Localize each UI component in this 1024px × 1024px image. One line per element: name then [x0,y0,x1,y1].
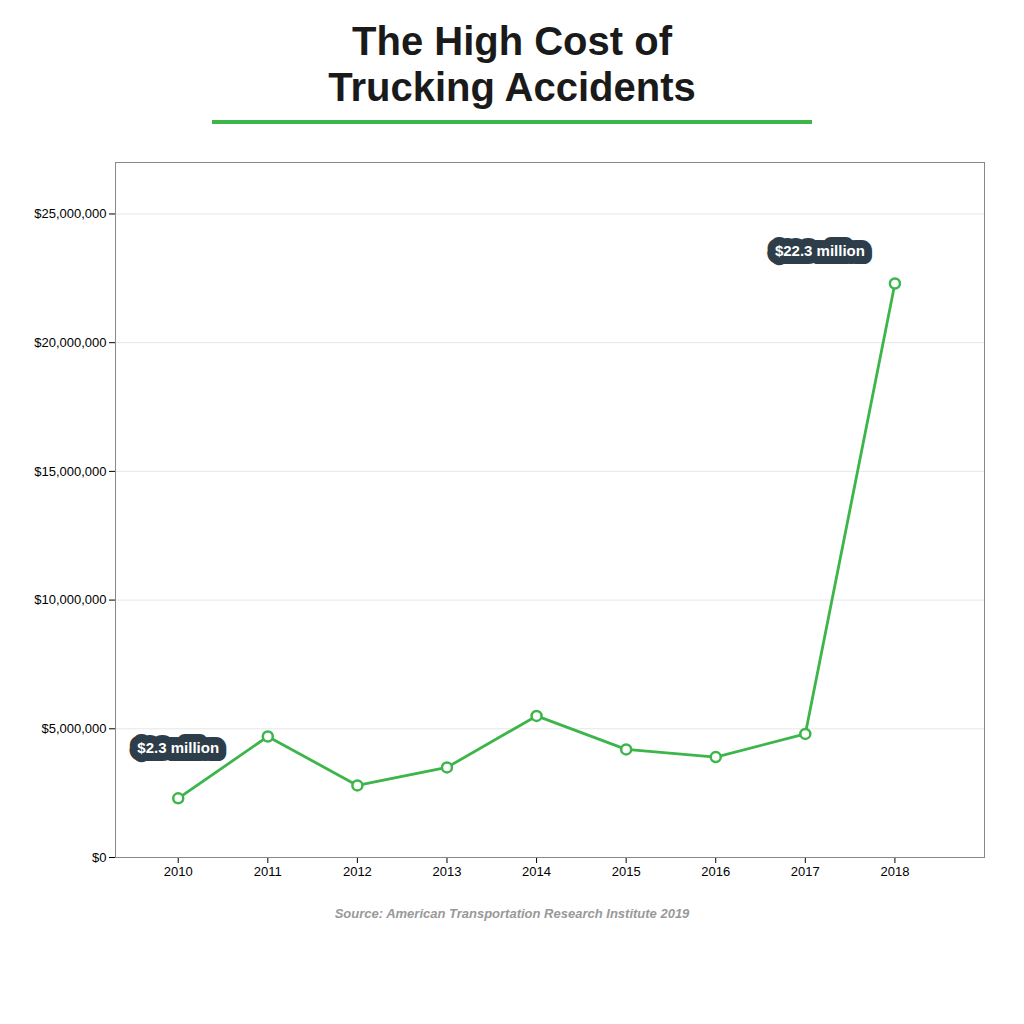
svg-text:2011: 2011 [254,864,282,879]
svg-text:2010: 2010 [164,864,193,879]
svg-text:2015: 2015 [612,864,641,879]
html-text:Source: American Transportatio: Source: American Transportation Research… [334,906,690,921]
svg-text:2017: 2017 [791,864,820,879]
svg-text:2014: 2014 [522,864,551,879]
svg-text:2018: 2018 [880,864,909,879]
svg-text:$15,000,000: $15,000,000 [34,464,106,479]
svg-text:$5,000,000: $5,000,000 [41,721,106,736]
svg-text:$0: $0 [92,850,106,865]
svg-text:$25,000,000: $25,000,000 [34,206,106,221]
svg-text:$10,000,000: $10,000,000 [34,592,106,607]
svg-text:$20,000,000: $20,000,000 [34,335,106,350]
html-text:The High Cost of Trucking Acci: The High Cost of Trucking Accidents [328,19,696,109]
svg-text:2012: 2012 [343,864,372,879]
svg-text:2016: 2016 [701,864,730,879]
svg-text:2013: 2013 [433,864,462,879]
svg-text:$2.3 million: $2.3 million [137,739,219,756]
svg-text:$22.3 million: $22.3 million [775,242,865,259]
